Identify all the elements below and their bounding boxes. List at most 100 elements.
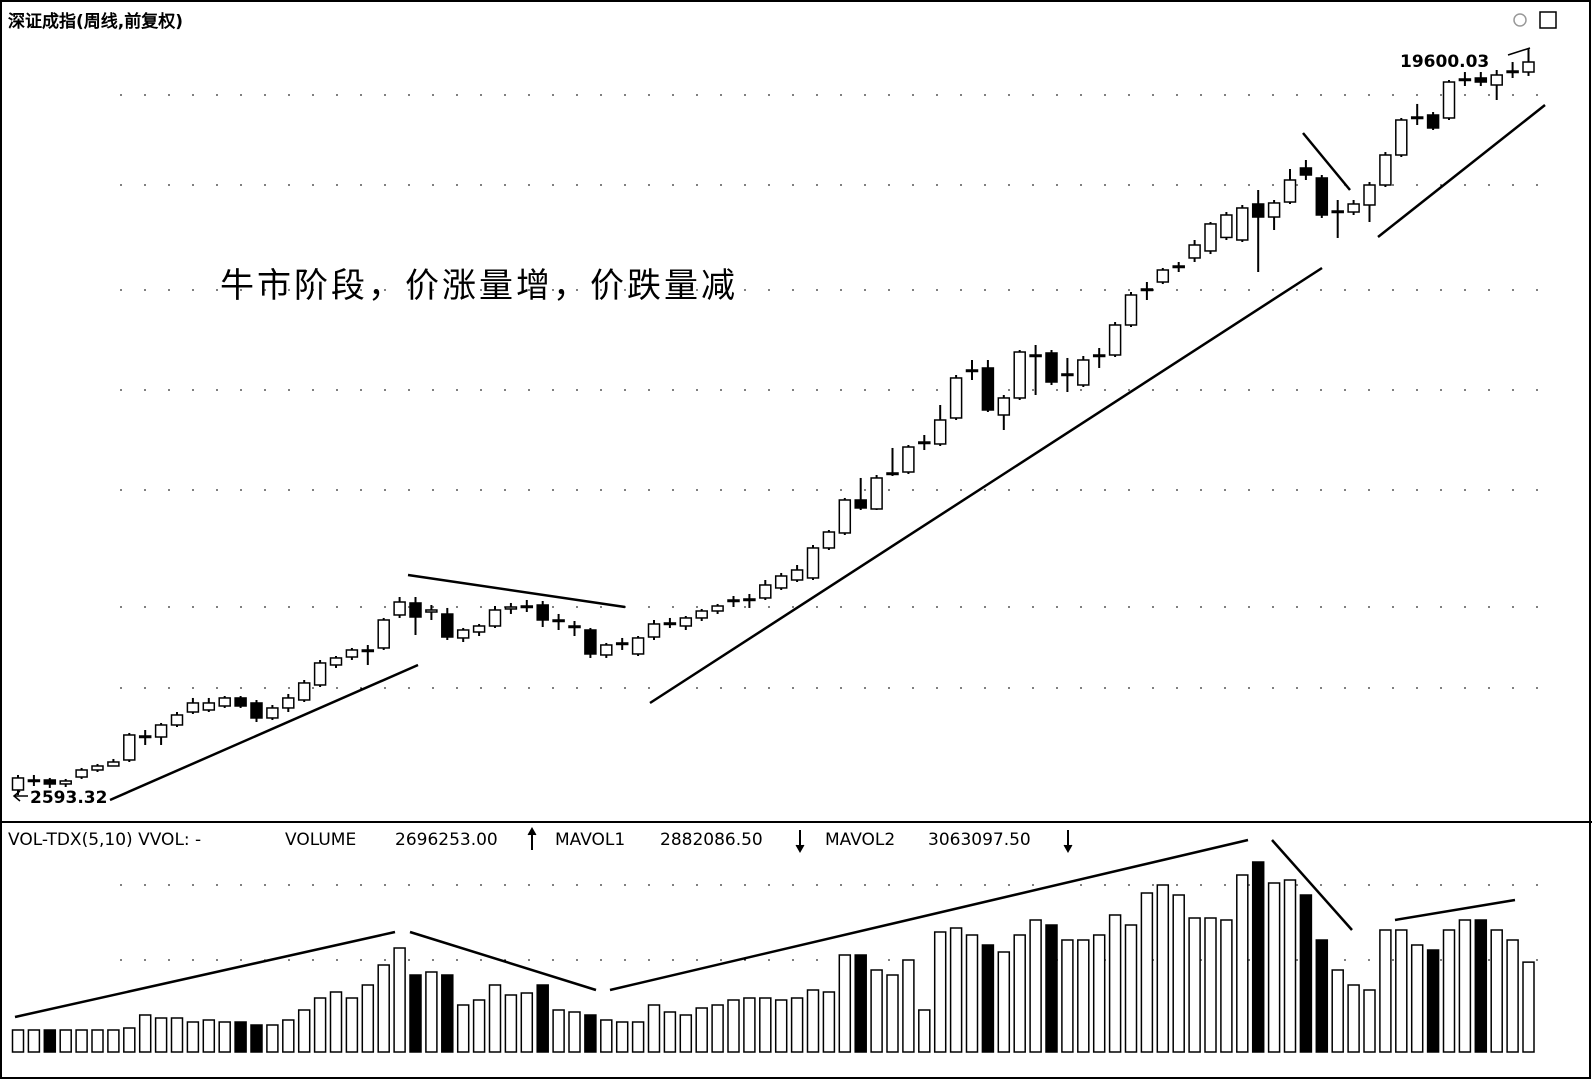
volume-bar <box>250 1024 263 1053</box>
volume-bar <box>27 1029 41 1053</box>
volume-bar <box>1379 929 1392 1053</box>
trend-line <box>649 266 1323 705</box>
candle-body <box>790 569 804 581</box>
candle-body <box>75 769 88 778</box>
trend-arrow-head <box>795 844 805 854</box>
volume-bar <box>138 1014 152 1053</box>
candle-body <box>1124 294 1138 326</box>
volume-bar <box>202 1019 216 1053</box>
candle-body <box>504 606 518 610</box>
candle-body <box>520 605 534 609</box>
volume-bar <box>441 974 454 1053</box>
candle-body <box>313 662 327 686</box>
candle-body <box>536 604 549 621</box>
volume-bar <box>345 997 359 1053</box>
trend-line <box>1302 132 1351 191</box>
volume-bar <box>870 969 883 1053</box>
volume-bar <box>313 997 327 1053</box>
candle-body <box>1442 81 1456 119</box>
volume-bar <box>91 1029 104 1053</box>
candle-body <box>1506 70 1519 74</box>
candle-body <box>997 397 1011 416</box>
volume-bar <box>949 927 963 1053</box>
candle-body <box>59 780 72 785</box>
candle-body <box>361 649 375 653</box>
volume-bar <box>329 991 343 1053</box>
volume-bar <box>1331 969 1344 1053</box>
volume-bar <box>997 951 1011 1053</box>
candle-body <box>615 642 629 646</box>
volume-bar <box>425 971 438 1053</box>
candle-body <box>1347 203 1360 213</box>
annotation: 牛市阶段，价涨量增，价跌量减 <box>220 266 738 306</box>
indicator-title: VOL-TDX(5,10) VVOL: - <box>8 830 201 850</box>
volume-bar <box>1156 884 1170 1053</box>
min-label: 2593.32 <box>30 788 107 808</box>
volume-bar <box>1395 929 1408 1053</box>
volume-bar <box>186 1021 200 1053</box>
candle-body <box>631 637 645 655</box>
candle-body <box>1426 114 1440 129</box>
candle-body <box>1251 203 1265 218</box>
volume-bar <box>361 984 375 1053</box>
volume-bar <box>790 997 804 1053</box>
candle-body <box>1490 74 1503 86</box>
volume-bar <box>1077 939 1090 1053</box>
candle-body <box>472 625 486 633</box>
trend-line <box>409 930 597 992</box>
candle-body <box>1395 119 1408 156</box>
trend-line <box>14 930 396 1019</box>
candle-body <box>1013 351 1026 399</box>
candle-body <box>1220 214 1233 239</box>
candle-body <box>933 419 947 445</box>
candle-body <box>1522 61 1535 73</box>
volume-bar <box>663 1011 677 1053</box>
candle-body <box>1315 177 1329 216</box>
volume-bar <box>933 931 947 1053</box>
volume-bar <box>1140 892 1154 1053</box>
volume-bar <box>75 1029 88 1053</box>
volume-bar <box>488 984 502 1053</box>
candle-body <box>11 777 25 791</box>
candle-body <box>965 369 979 373</box>
candle-body <box>1077 359 1090 386</box>
volume-bar <box>154 1017 168 1053</box>
volume-bar <box>11 1029 25 1053</box>
volume-bar <box>1347 984 1360 1053</box>
volume-bar <box>1267 882 1281 1053</box>
volume-bar <box>282 1019 295 1053</box>
volume-bar <box>838 954 852 1053</box>
volume-bar <box>1013 934 1026 1053</box>
window-button[interactable] <box>1513 13 1527 27</box>
volume-bar <box>1029 919 1042 1053</box>
candle-body <box>91 765 104 771</box>
volume-bar <box>107 1029 120 1053</box>
candle-body <box>870 477 883 510</box>
trend-line <box>1394 898 1516 922</box>
volume-bar <box>695 1007 708 1053</box>
trend-lines <box>14 104 1546 1019</box>
volume-bar <box>902 959 915 1053</box>
volume-bar <box>43 1029 57 1053</box>
volume-bar <box>1315 939 1329 1053</box>
volume-bar <box>1299 894 1313 1053</box>
window-button[interactable] <box>1539 11 1557 29</box>
candle-body <box>154 724 168 738</box>
candle-body <box>679 617 693 627</box>
chart-title: 深证成指(周线,前复权) <box>8 11 183 32</box>
readout-value: 3063097.50 <box>928 830 1031 850</box>
volume-bar <box>568 1011 581 1053</box>
candle-body <box>1140 288 1154 292</box>
volume-bar <box>759 997 772 1053</box>
candle-body <box>202 702 216 711</box>
volume-bar <box>1522 961 1535 1053</box>
candle-body <box>409 602 422 618</box>
volume-bar <box>965 934 979 1053</box>
candle-body <box>759 584 772 599</box>
candle-body <box>43 779 57 785</box>
volume-bar <box>774 999 788 1053</box>
trend-line <box>1377 104 1546 238</box>
candle-body <box>170 714 184 726</box>
